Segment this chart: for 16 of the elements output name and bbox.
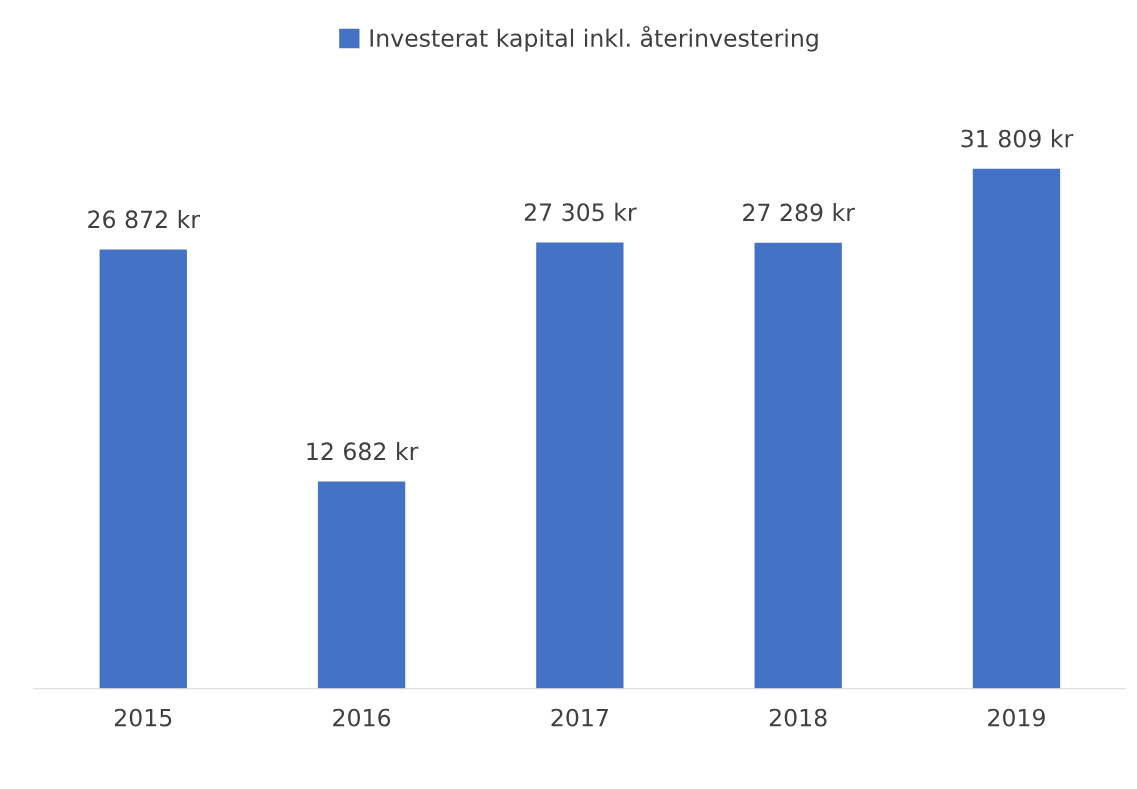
data-label: 31 809 kr [961,129,1074,148]
bar [536,242,624,689]
data-label: 26 872 kr [88,209,201,229]
x-tick-label: 2019 [988,708,1045,727]
bar [317,481,406,689]
bar [754,242,842,689]
x-tick-label: 2016 [333,708,391,727]
data-label: 27 289 kr [743,203,855,222]
x-tick-label: 2017 [551,708,608,727]
x-tick-label: 2018 [769,708,827,727]
bar [972,168,1061,689]
bar [99,249,187,689]
legend-label: Investerat kapital inkl. återinvestering [370,25,818,52]
x-tick-label: 2015 [114,708,172,727]
data-label: 27 305 kr [524,202,637,222]
data-label: 12 682 kr [307,441,419,461]
